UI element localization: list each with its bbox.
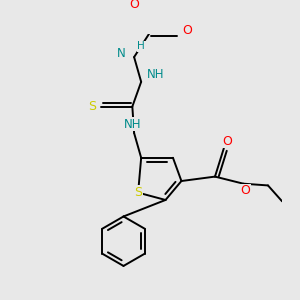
Text: O: O — [240, 184, 250, 197]
Text: O: O — [182, 24, 192, 37]
Text: N: N — [117, 47, 126, 60]
Text: O: O — [129, 0, 139, 11]
Text: S: S — [134, 186, 142, 199]
Text: S: S — [88, 100, 97, 113]
Text: H: H — [137, 41, 145, 52]
Text: NH: NH — [147, 68, 164, 81]
Text: NH: NH — [124, 118, 141, 131]
Text: O: O — [222, 135, 232, 148]
